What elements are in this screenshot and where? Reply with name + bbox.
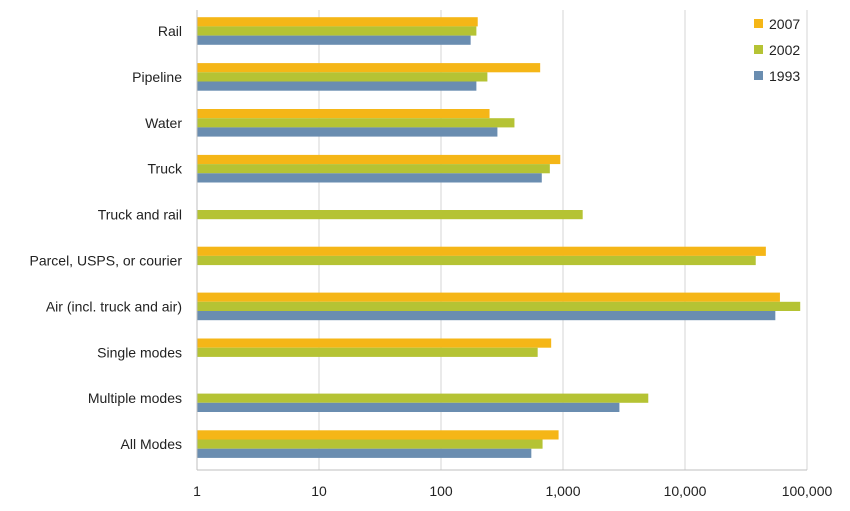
category-label: All Modes (121, 436, 182, 452)
legend-label-1993: 1993 (769, 68, 800, 84)
bar-2007 (197, 292, 780, 302)
category-label: Air (incl. truck and air) (46, 298, 182, 314)
legend-swatch-2007 (754, 19, 763, 28)
bar-1993 (197, 81, 477, 91)
legend-label-2007: 2007 (769, 16, 800, 32)
bar-2002 (197, 164, 550, 174)
bar-2007 (197, 154, 561, 165)
legend-label-2002: 2002 (769, 42, 800, 58)
bar-2002 (197, 26, 477, 36)
category-label: Single modes (97, 344, 182, 360)
x-tick-label: 100,000 (782, 483, 833, 499)
x-tick-label: 1,000 (545, 483, 580, 499)
bar-2002 (197, 347, 538, 357)
category-label: Truck and rail (98, 207, 182, 223)
category-label: Rail (158, 23, 182, 39)
x-tick-label: 10 (311, 483, 327, 499)
bar-2002 (197, 255, 756, 266)
bar-2007 (197, 17, 478, 27)
bars (197, 17, 801, 458)
bar-1993 (197, 311, 776, 321)
bar-2002 (197, 301, 801, 311)
category-label: Parcel, USPS, or courier (30, 253, 183, 269)
bar-2002 (197, 118, 515, 128)
bar-2007 (197, 338, 552, 348)
bar-2007 (197, 430, 559, 440)
category-label: Pipeline (132, 69, 182, 85)
bar-2002 (197, 210, 583, 220)
bar-1993 (197, 35, 471, 45)
bar-1993 (197, 127, 498, 137)
bar-1993 (197, 173, 542, 183)
x-tick-label: 100 (429, 483, 453, 499)
category-label: Water (145, 115, 182, 131)
bar-2002 (197, 393, 649, 403)
x-tick-label: 1 (193, 483, 201, 499)
legend-swatch-1993 (754, 71, 763, 80)
bar-2002 (197, 439, 543, 449)
category-label: Multiple modes (88, 390, 182, 406)
category-label: Truck (148, 161, 183, 177)
legend-swatch-2002 (754, 45, 763, 54)
legend: 2007 2002 1993 (754, 16, 800, 84)
bar-2007 (197, 63, 541, 73)
axes: 1 10 100 1,000 10,000 100,000 Rail Pipeline Wate… (30, 10, 833, 499)
x-tick-label: 10,000 (664, 483, 707, 499)
bar-2002 (197, 72, 488, 82)
bar-2007 (197, 246, 766, 256)
bar-2007 (197, 109, 490, 119)
bar-1993 (197, 402, 620, 412)
bar-1993 (197, 448, 532, 458)
